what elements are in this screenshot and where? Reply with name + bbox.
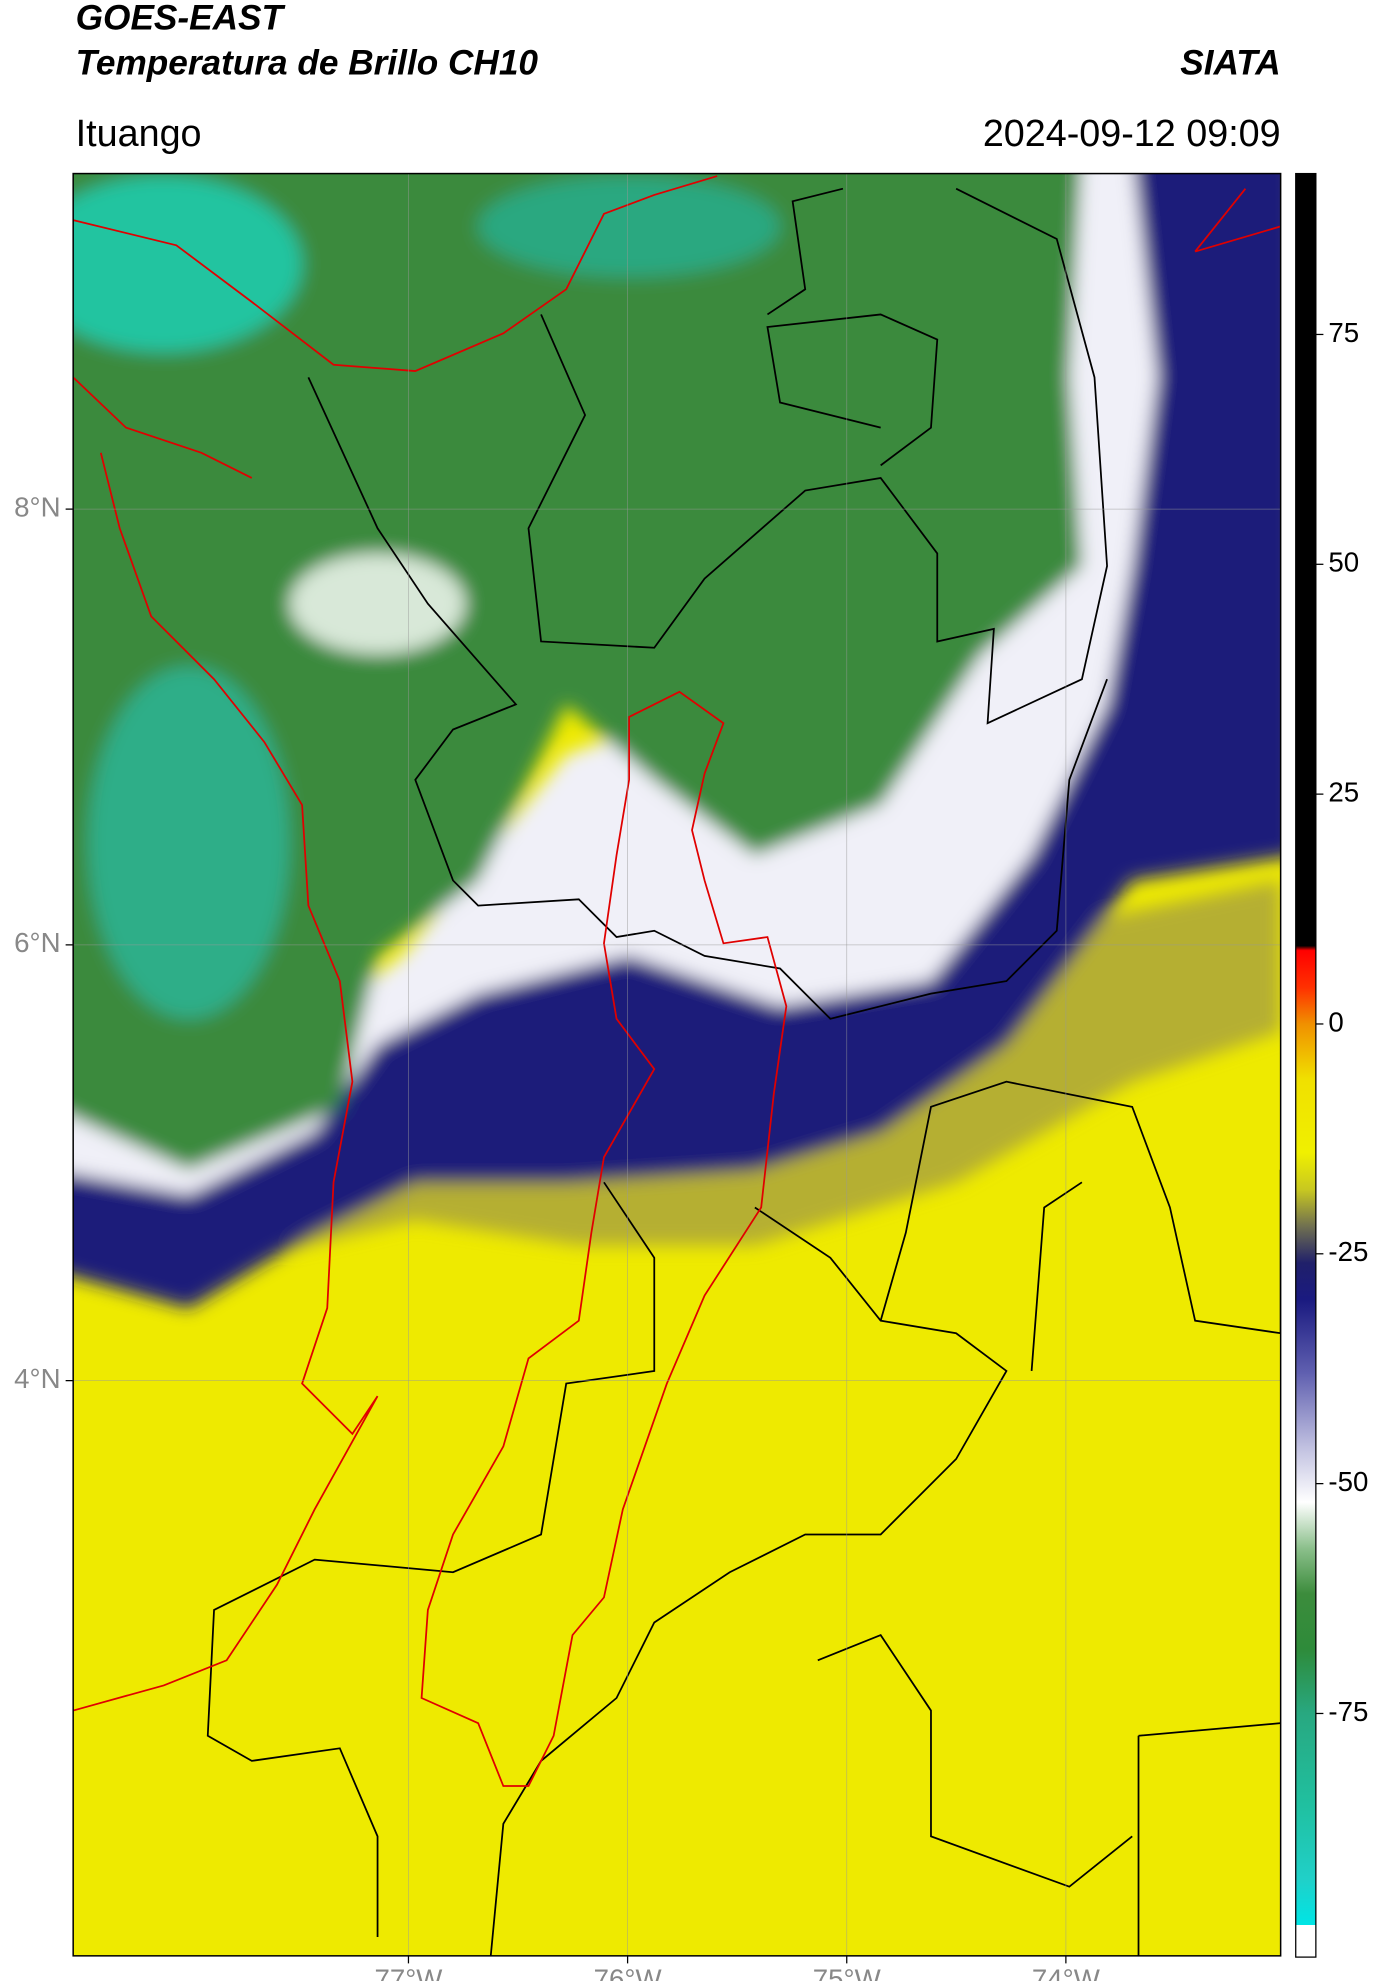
colorbar-tick-label: -50: [1328, 1466, 1368, 1497]
coast: [73, 175, 1281, 1787]
colorbar-tick-label: -75: [1328, 1696, 1368, 1727]
x-tick-label: 77°W: [374, 1963, 443, 1981]
border: [527, 187, 1108, 725]
borders: [206, 187, 1281, 1956]
x-tick-label: 76°W: [594, 1963, 663, 1981]
colorbar-tick-label: 50: [1328, 547, 1359, 578]
coastline: [73, 376, 379, 1712]
border: [766, 187, 939, 467]
field-light: [73, 173, 1158, 1195]
location: Ituango: [76, 112, 202, 154]
grid: [73, 173, 1281, 1956]
subtitle: Temperatura de Brillo CH10: [76, 44, 539, 83]
border: [879, 1080, 1281, 1956]
field-teal: [88, 666, 290, 1019]
field-teal: [478, 176, 781, 277]
map-frame: [72, 172, 1282, 1957]
x-tick-label: 75°W: [813, 1963, 882, 1981]
timestamp: 2024-09-12 09:09: [983, 112, 1281, 154]
field-teal: [73, 176, 303, 353]
colorbar-tick-label: 0: [1328, 1006, 1343, 1037]
agency: SIATA: [1180, 44, 1280, 83]
title: GOES-EAST: [76, 0, 286, 37]
colorbar-tick-label: 75: [1328, 317, 1359, 348]
border: [817, 1634, 1133, 1888]
y-tick-label: 6°N: [14, 927, 60, 958]
border: [489, 1206, 1008, 1956]
border: [206, 1181, 656, 1937]
colorbar-tick-label: -25: [1328, 1236, 1368, 1267]
field-light: [289, 553, 466, 655]
map-field: [73, 173, 1281, 1956]
coastline: [1194, 188, 1281, 253]
colorbar: [1295, 172, 1317, 1958]
field-green: [73, 173, 1082, 1170]
y-tick-label: 4°N: [14, 1363, 60, 1394]
coastline: [73, 175, 718, 372]
region-outline: [420, 690, 788, 1787]
colorbar-tick-label: 25: [1328, 776, 1359, 807]
y-tick-label: 8°N: [14, 491, 60, 522]
x-tick-label: 74°W: [1032, 1963, 1101, 1981]
border: [307, 376, 1108, 1020]
